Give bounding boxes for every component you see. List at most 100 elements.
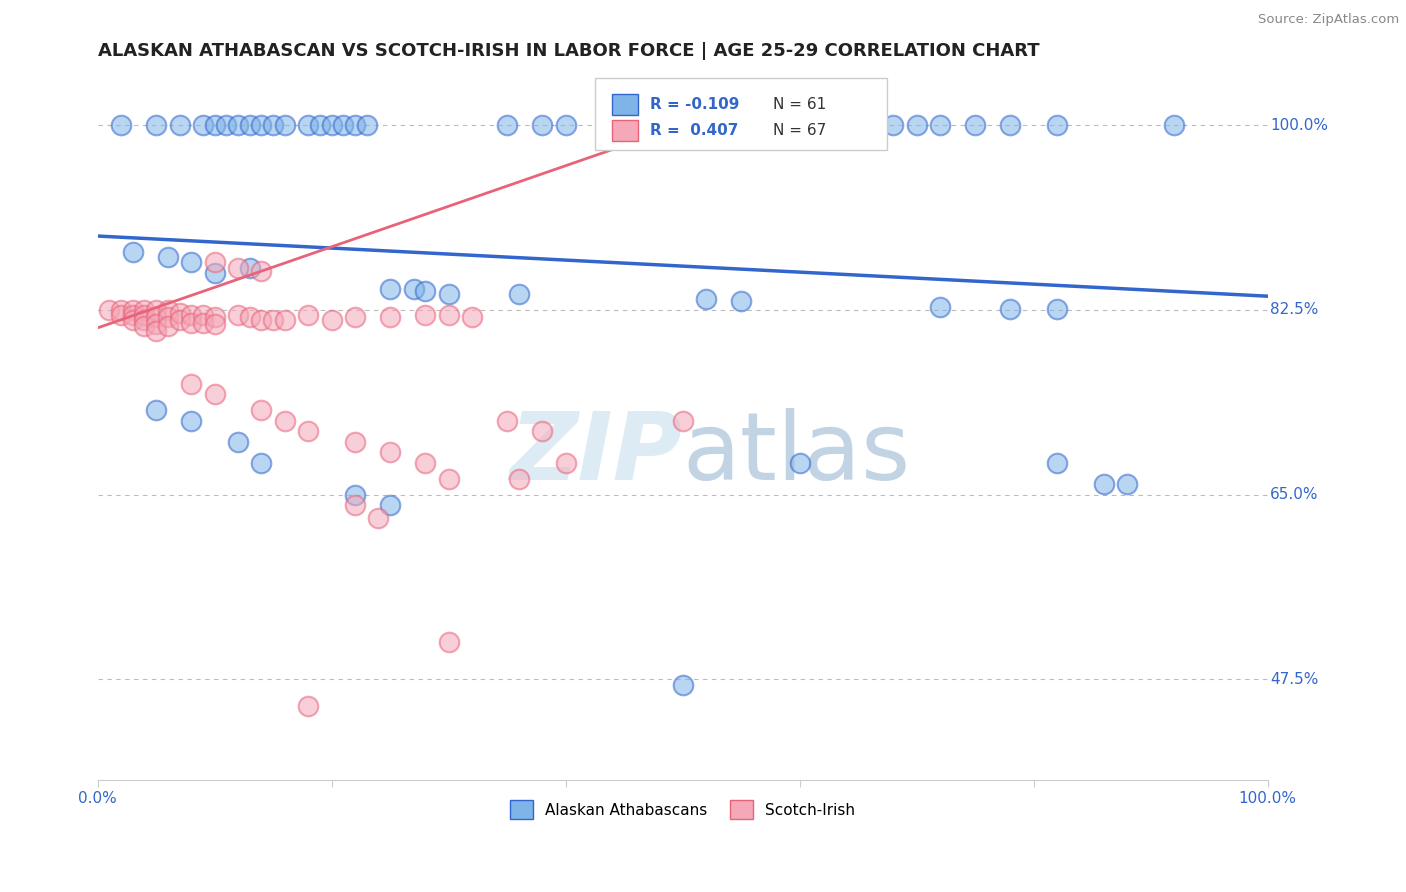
Point [789,456,811,470]
Point [367,511,389,525]
Point [191,308,214,322]
Point [437,308,460,322]
Point [671,678,693,692]
Point [121,302,143,317]
Point [437,635,460,649]
Point [204,118,226,132]
Point [1116,477,1139,491]
Point [998,301,1021,316]
Point [239,310,262,325]
Point [671,118,693,132]
Point [134,313,156,327]
Point [413,456,436,470]
Point [121,244,143,259]
Point [344,118,367,132]
Point [180,255,202,269]
Point [648,118,671,132]
Point [134,302,156,317]
Point [156,318,179,333]
Point [531,425,554,439]
Text: ALASKAN ATHABASCAN VS SCOTCH-IRISH IN LABOR FORCE | AGE 25-29 CORRELATION CHART: ALASKAN ATHABASCAN VS SCOTCH-IRISH IN LA… [97,42,1039,60]
Point [508,287,530,301]
Point [180,414,202,428]
Point [121,308,143,322]
Point [789,118,811,132]
Point [169,306,191,320]
Point [204,387,226,401]
Point [145,317,167,331]
Point [1092,477,1115,491]
Point [134,308,156,322]
Point [297,425,319,439]
Point [297,698,319,713]
Point [156,250,179,264]
Text: ZIP: ZIP [510,409,682,500]
Point [765,118,787,132]
Point [321,118,343,132]
Point [413,308,436,322]
Point [250,264,273,278]
Point [998,118,1021,132]
Point [215,118,238,132]
Point [1046,301,1069,316]
Point [226,434,249,449]
Point [169,118,191,132]
Point [496,414,519,428]
Point [226,308,249,322]
Point [121,313,143,327]
Point [1046,118,1069,132]
Point [145,302,167,317]
Point [695,293,717,307]
Point [110,118,132,132]
Point [204,310,226,325]
Point [437,287,460,301]
Point [204,317,226,331]
Point [169,313,191,327]
Point [378,445,401,459]
Point [156,302,179,317]
Point [250,403,273,417]
Point [344,488,367,502]
Text: 47.5%: 47.5% [1270,672,1319,687]
Point [180,376,202,391]
Text: R = -0.109: R = -0.109 [650,97,740,112]
Text: Source: ZipAtlas.com: Source: ZipAtlas.com [1258,13,1399,27]
Point [110,302,132,317]
Point [730,294,752,309]
Point [554,456,576,470]
Point [824,118,846,132]
Point [332,118,354,132]
Point [274,118,297,132]
Point [250,456,273,470]
Point [274,313,297,327]
Text: 82.5%: 82.5% [1270,302,1319,318]
Point [929,300,952,314]
Text: 100.0%: 100.0% [1270,118,1327,133]
Text: 65.0%: 65.0% [1270,487,1319,502]
Point [378,310,401,325]
FancyBboxPatch shape [595,78,887,150]
Point [262,118,284,132]
Point [356,118,378,132]
Point [250,118,273,132]
Point [554,118,576,132]
Point [905,118,928,132]
Point [929,118,952,132]
Point [402,282,425,296]
Point [297,118,319,132]
Point [145,324,167,338]
Text: R =  0.407: R = 0.407 [650,123,738,138]
Point [882,118,904,132]
Point [846,118,869,132]
Point [98,302,121,317]
FancyBboxPatch shape [613,120,638,141]
Point [110,308,132,322]
Text: N = 61: N = 61 [773,97,825,112]
Point [180,316,202,330]
Point [180,308,202,322]
Point [344,310,367,325]
Text: N = 67: N = 67 [773,123,825,138]
Point [309,118,332,132]
Point [239,118,262,132]
Point [156,310,179,325]
